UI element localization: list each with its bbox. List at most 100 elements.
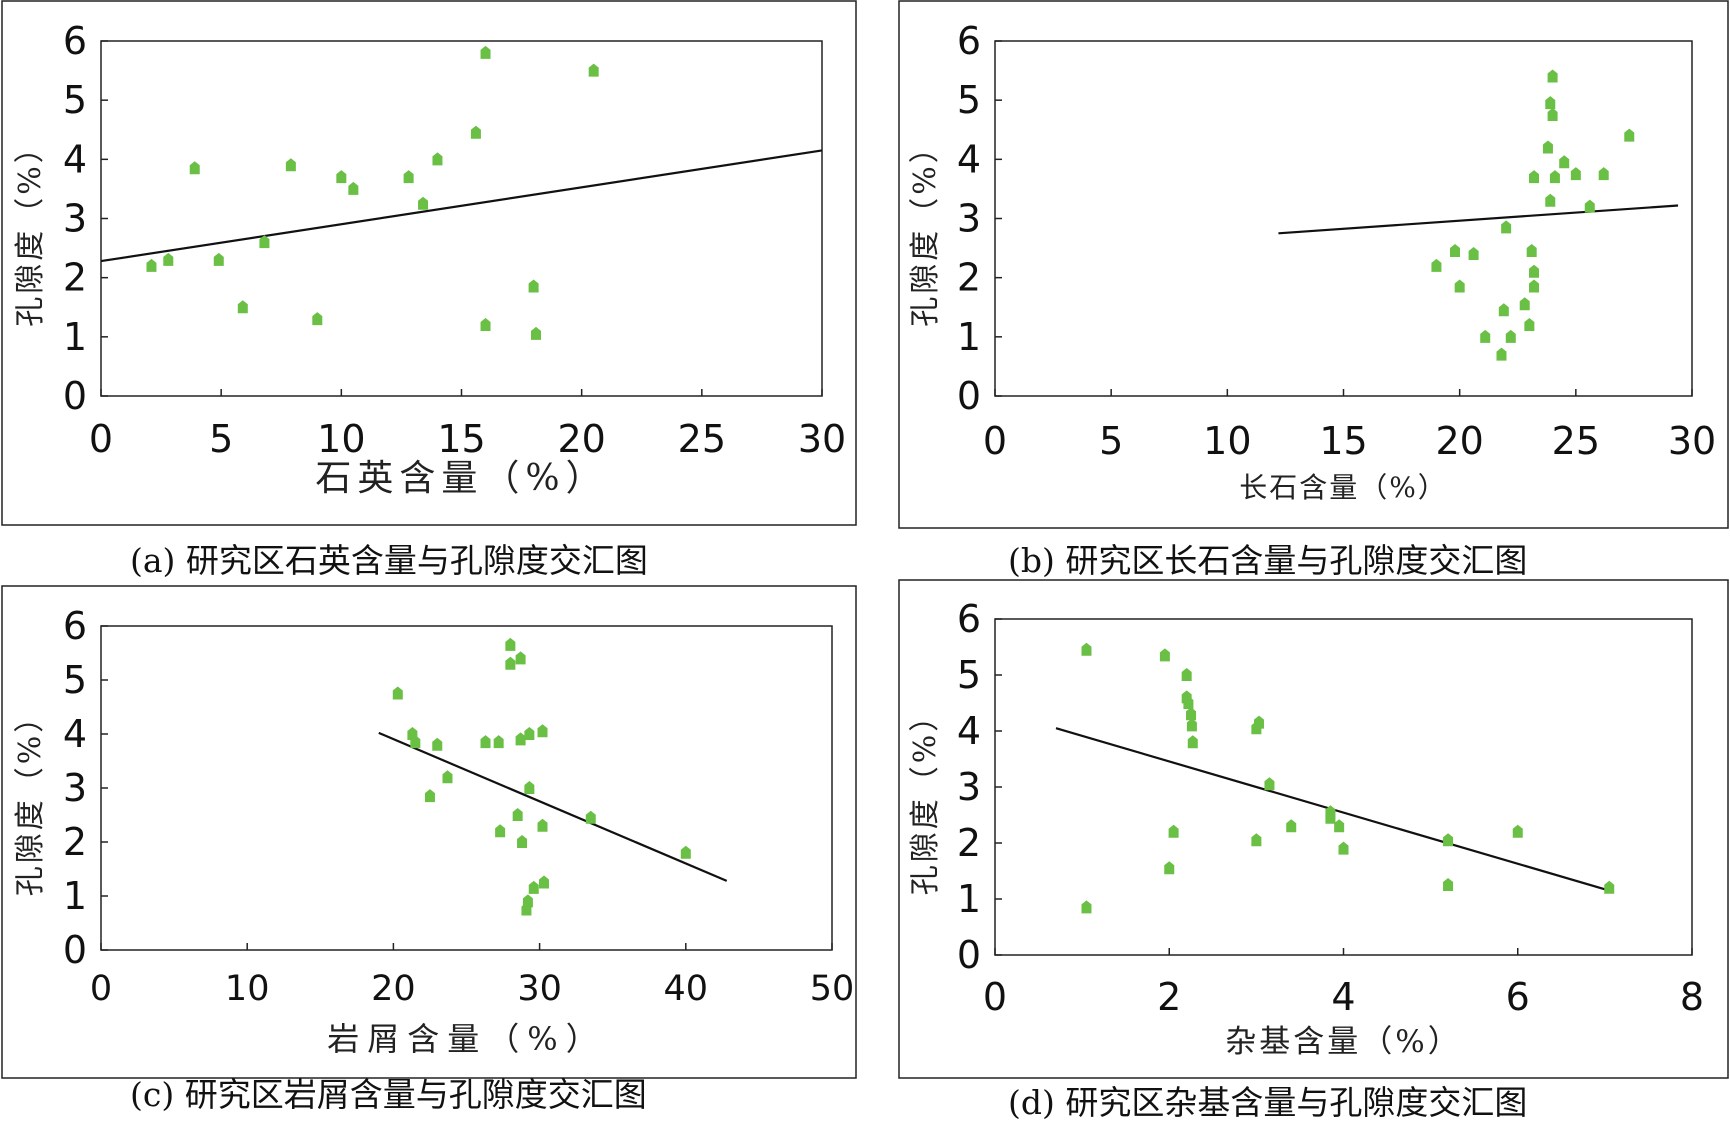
plot-area: [100, 625, 833, 951]
chart-panel-2: 0 5 10 15 20 25 30 0 1 2 3 4 5 6 长石含量（%） 孔隙度（%）: [898, 0, 1729, 529]
x-tick-label: 20: [557, 417, 605, 461]
data-point: [432, 152, 443, 166]
y-tick-label: 3: [957, 765, 981, 809]
y-tick-label: 1: [957, 315, 981, 359]
data-point: [538, 875, 549, 889]
x-tick-label: 6: [1506, 975, 1530, 1019]
chart-panel-4: 0 2 4 6 8 0 1 2 3 4 5 6 杂基含量（%） 孔隙度（%）: [898, 579, 1729, 1079]
data-point: [336, 170, 347, 184]
x-tick-label: 20: [371, 969, 416, 1009]
data-point: [528, 279, 539, 293]
data-point: [1454, 279, 1465, 293]
data-point: [424, 789, 435, 803]
data-point: [285, 158, 296, 172]
data-point: [1264, 777, 1275, 791]
data-point: [1443, 833, 1454, 847]
y-tick-label: 0: [957, 933, 981, 977]
y-tick-label: 0: [957, 374, 981, 418]
data-point: [146, 258, 157, 272]
y-tick-label: 6: [63, 604, 87, 648]
data-point: [1496, 347, 1507, 361]
y-axis-label: 孔隙度（%）: [908, 130, 943, 327]
data-point: [259, 235, 270, 249]
y-axis-label: 孔隙度（%）: [908, 699, 943, 896]
panel-caption: (b) 研究区长石含量与孔隙度交汇图: [1008, 541, 1528, 580]
data-point: [495, 824, 506, 838]
data-point: [1559, 155, 1570, 169]
y-tick-label: 4: [957, 709, 981, 753]
data-point: [1286, 819, 1297, 833]
data-point: [1081, 900, 1092, 914]
data-point: [1325, 810, 1336, 824]
data-point: [1253, 715, 1264, 729]
y-tick-label: 6: [957, 597, 981, 641]
y-tick-label: 2: [957, 821, 981, 865]
panel-frame: [898, 0, 1729, 529]
y-tick-label: 5: [63, 78, 87, 122]
data-point: [1624, 128, 1635, 142]
data-point: [418, 196, 429, 210]
y-tick-label: 5: [63, 658, 87, 702]
data-point: [1604, 880, 1615, 894]
x-tick-label: 0: [983, 975, 1007, 1019]
data-point: [1526, 244, 1537, 258]
data-point: [442, 770, 453, 784]
x-tick-label: 25: [678, 417, 726, 461]
data-point: [517, 835, 528, 848]
x-tick-label: 4: [1331, 975, 1355, 1019]
data-point: [537, 724, 548, 738]
plot-area: [994, 40, 1693, 397]
data-point: [1570, 167, 1581, 181]
x-tick-label: 0: [90, 969, 112, 1009]
data-point: [1545, 96, 1556, 110]
data-point: [1529, 170, 1540, 184]
panel-caption: (a) 研究区石英含量与孔隙度交汇图: [130, 541, 648, 580]
data-point: [1501, 220, 1512, 234]
data-point: [1542, 140, 1553, 154]
data-point: [1443, 878, 1454, 891]
data-point: [1431, 258, 1442, 272]
data-point: [1187, 735, 1198, 749]
panel-frame: [1, 585, 857, 1079]
data-point: [189, 161, 200, 175]
panel-caption: (d) 研究区杂基含量与孔隙度交汇图: [1008, 1083, 1528, 1122]
y-tick-label: 3: [957, 197, 981, 241]
data-point: [1164, 861, 1175, 875]
y-tick-label: 4: [63, 712, 87, 756]
data-point: [515, 732, 526, 746]
data-point: [1081, 642, 1092, 656]
data-point: [524, 727, 535, 740]
y-tick-label: 5: [957, 653, 981, 697]
data-point: [480, 318, 491, 331]
data-point: [1545, 193, 1556, 207]
y-tick-label: 2: [63, 256, 87, 300]
data-point: [531, 326, 542, 340]
y-axis-label: 孔隙度（%）: [13, 700, 48, 897]
data-point: [312, 312, 323, 326]
x-tick-label: 0: [89, 417, 113, 461]
x-tick-label: 20: [1435, 419, 1483, 463]
x-axis-label: 长石含量（%）: [1239, 471, 1448, 504]
x-tick-label: 10: [317, 417, 365, 461]
y-tick-label: 1: [957, 877, 981, 921]
data-point: [403, 170, 414, 184]
panel-caption: (c) 研究区岩屑含量与孔隙度交汇图: [130, 1075, 647, 1114]
data-point: [480, 45, 491, 59]
x-tick-label: 50: [810, 969, 855, 1009]
data-point: [1524, 318, 1535, 331]
data-point: [1512, 824, 1523, 838]
data-point: [432, 737, 443, 751]
y-tick-label: 4: [957, 137, 981, 181]
x-axis-label: 岩屑含量（%）: [327, 1020, 605, 1058]
data-point: [1549, 170, 1560, 184]
data-point: [1547, 107, 1558, 121]
trend-line: [1278, 204, 1679, 235]
data-point: [163, 252, 174, 266]
y-tick-label: 1: [63, 874, 87, 918]
data-point: [1251, 833, 1262, 847]
data-point: [1183, 696, 1194, 709]
trend-line: [100, 149, 823, 263]
x-tick-label: 30: [1668, 419, 1716, 463]
y-tick-label: 0: [63, 374, 87, 418]
